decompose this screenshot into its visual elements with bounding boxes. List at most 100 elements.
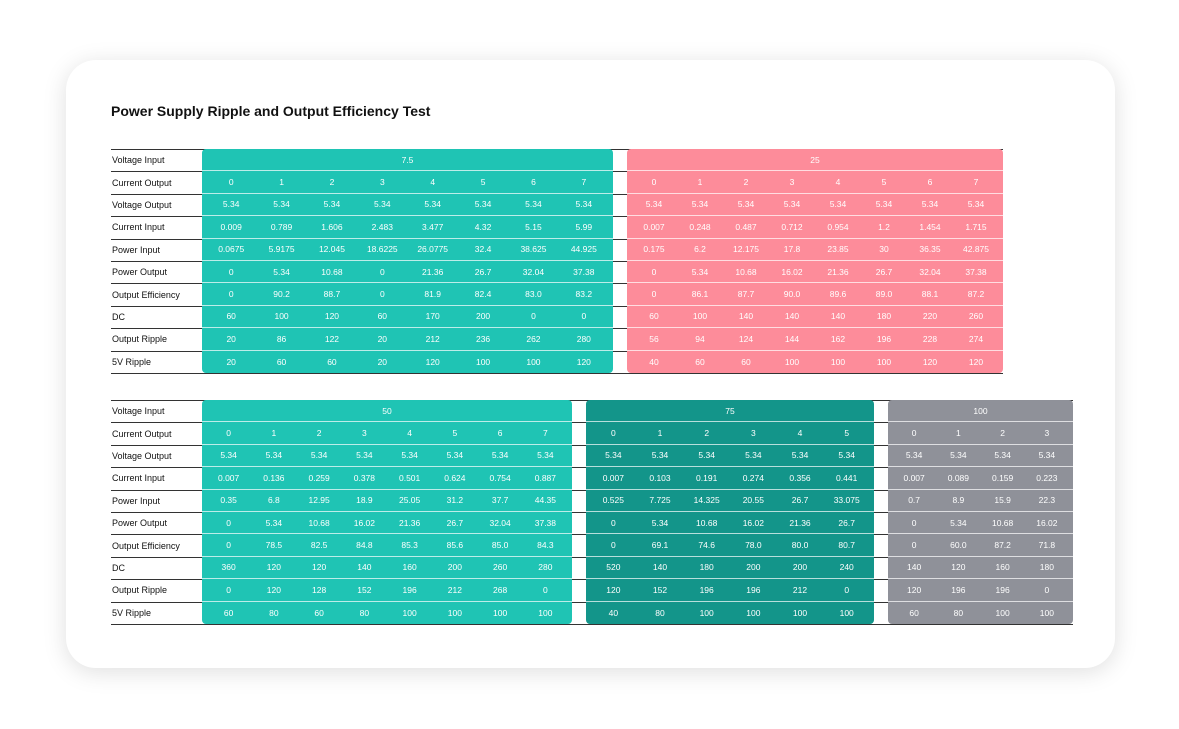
cell: 32.04 (489, 517, 511, 528)
cell: 100 (447, 607, 462, 618)
cell: 5.34 (645, 199, 663, 210)
cell: 100 (475, 356, 491, 367)
cell: 5.34 (691, 266, 709, 277)
cell: 5.34 (921, 199, 939, 210)
cell: 2 (743, 177, 749, 188)
cell: 196 (876, 333, 892, 344)
cell: 5.34 (265, 517, 283, 528)
cell: 262 (526, 333, 541, 344)
group: 7.5 0 1 2 3 4 5 6 7 5.34 5.34 5.34 5.34 5.34 5.34 5.34 5… (202, 149, 613, 373)
cell: 0.007 (643, 221, 665, 232)
cell: 21.36 (789, 517, 811, 528)
group: 75 0 1 2 3 4 5 5.34 5.34 5.34 5.34 5.34 5.34 0.007 0.1… (586, 400, 874, 624)
cell: 0 (911, 540, 917, 551)
cell: 0.0675 (218, 244, 245, 255)
cell: 20 (226, 333, 236, 344)
cell: 200 (746, 562, 761, 573)
data-row: 5.34 5.34 5.34 5.34 5.34 5.34 (586, 445, 874, 468)
cell: 140 (830, 311, 846, 322)
cell: 152 (652, 584, 668, 595)
cell: 1 (657, 428, 663, 439)
cell: 0 (228, 289, 234, 300)
cell: 100 (699, 607, 714, 618)
cell: 60 (226, 311, 236, 322)
cell: 0 (651, 177, 657, 188)
cell: 60 (223, 607, 234, 618)
cell: 2 (329, 177, 335, 188)
cell: 37.38 (534, 517, 557, 528)
cell: 0.7 (908, 495, 921, 506)
cell: 2 (704, 428, 710, 439)
cell: 0.954 (827, 221, 849, 232)
cell: 0.525 (602, 495, 624, 506)
cell: 20 (377, 356, 388, 367)
cell: 33.075 (833, 495, 860, 506)
cell: 5.34 (875, 199, 893, 210)
cell: 120 (606, 584, 621, 595)
cell: 4 (835, 177, 841, 188)
cell: 100 (792, 607, 808, 618)
data-row: 0 120 128 152 196 212 268 0 (202, 579, 572, 602)
cell: 240 (839, 562, 854, 573)
cell: 0 (228, 177, 234, 188)
group-header: 100 (973, 405, 988, 416)
cell: 5.34 (745, 450, 762, 461)
cell: 0.007 (602, 472, 624, 483)
data-row: 0 1 2 3 (888, 422, 1073, 445)
row-label: Current Output (112, 428, 172, 439)
cell: 228 (922, 333, 938, 344)
row-label: Voltage Output (112, 450, 172, 461)
cell: 80 (359, 607, 370, 618)
cell: 144 (784, 333, 800, 344)
cell: 120 (922, 356, 938, 367)
cell: 2 (316, 428, 322, 439)
cell: 37.38 (573, 266, 595, 277)
data-row: 0.007 0.089 0.159 0.223 (888, 467, 1073, 490)
cell: 212 (447, 584, 462, 595)
cell: 3 (362, 428, 367, 439)
cell: 80.0 (791, 540, 809, 551)
cell: 60 (649, 311, 659, 322)
cell: 3 (750, 428, 756, 439)
cell: 196 (995, 584, 1010, 595)
cell: 5.34 (424, 199, 441, 210)
cell: 120 (324, 311, 340, 322)
cell: 5.34 (401, 450, 418, 461)
cell: 25.05 (398, 495, 421, 506)
cell: 180 (876, 311, 892, 322)
cell: 5.9175 (268, 244, 295, 255)
cell: 5 (452, 428, 458, 439)
cell: 140 (738, 311, 754, 322)
cell: 260 (493, 562, 508, 573)
cell: 5.34 (698, 450, 715, 461)
cell: 60 (909, 607, 919, 618)
cell: 1.2 (878, 221, 890, 232)
cell: 5.34 (273, 266, 290, 277)
cell: 26.7 (838, 517, 855, 528)
cell: 120 (907, 584, 922, 595)
cell: 0 (1044, 584, 1050, 595)
cell: 100 (493, 607, 508, 618)
cell: 100 (784, 356, 800, 367)
cell: 100 (830, 356, 846, 367)
data-row: 60 80 100 100 (888, 602, 1073, 624)
cell: 170 (425, 311, 440, 322)
cell: 140 (784, 311, 800, 322)
cell: 0.007 (217, 472, 240, 483)
cell: 160 (995, 562, 1010, 573)
row-label: DC (112, 311, 125, 322)
cell: 0.356 (789, 472, 811, 483)
cell: 3 (379, 177, 385, 188)
group-header: 7.5 (401, 154, 414, 165)
cell: 56 (649, 333, 659, 344)
cell: 0.501 (398, 472, 421, 483)
cell: 120 (576, 356, 591, 367)
data-row: 0.007 0.103 0.191 0.274 0.356 0.441 (586, 467, 874, 490)
cell: 12.045 (318, 244, 345, 255)
cell: 12.95 (308, 495, 330, 506)
cell: 120 (266, 562, 281, 573)
row-label: Voltage Input (112, 406, 165, 417)
cell: 140 (652, 562, 668, 573)
cell: 100 (1039, 607, 1054, 618)
